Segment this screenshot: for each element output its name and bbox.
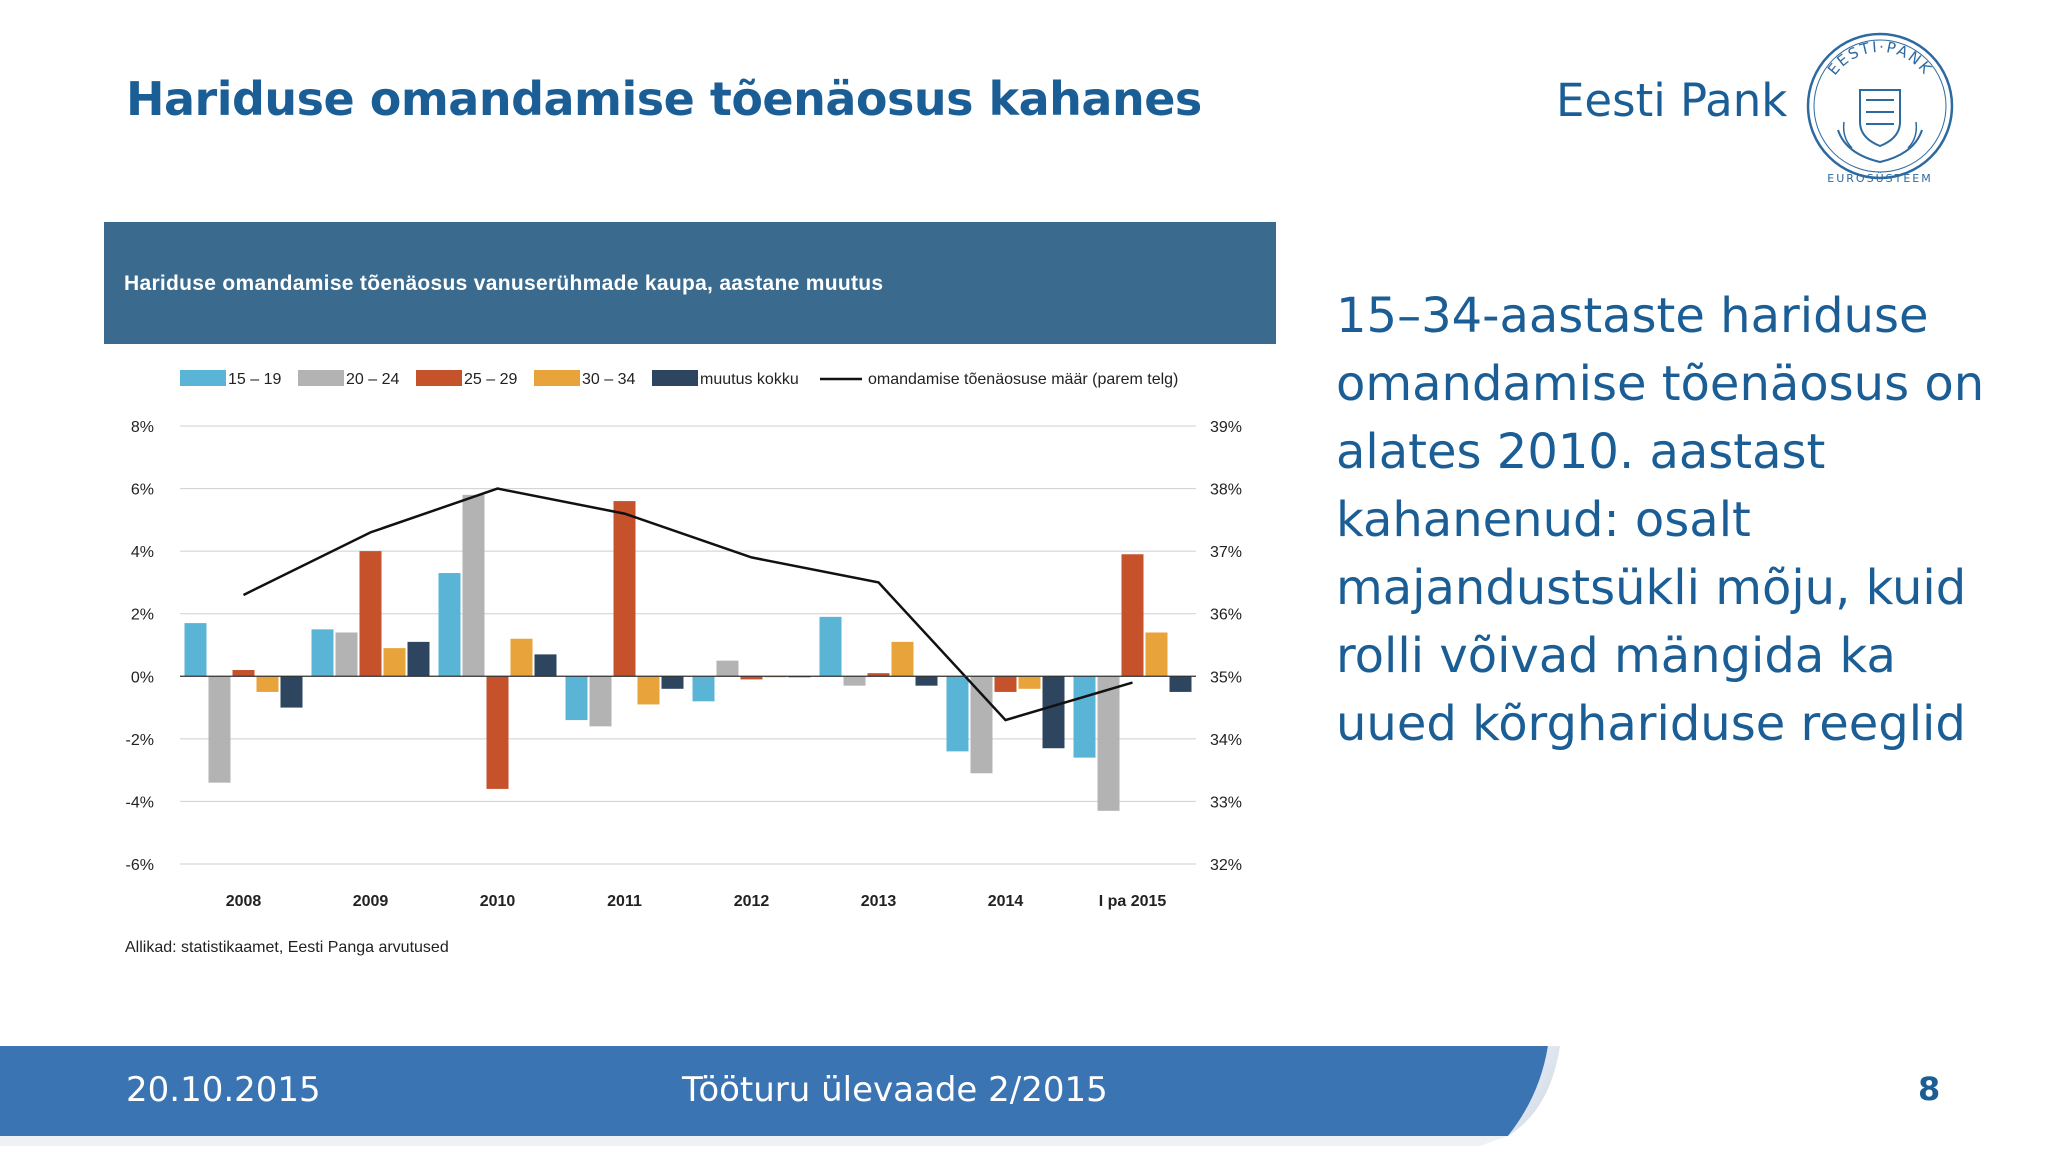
y-tick-label: 4% <box>131 544 154 561</box>
y-tick-label: 6% <box>131 482 154 499</box>
y2-tick-label: 36% <box>1210 607 1242 624</box>
bar <box>184 623 207 677</box>
chart-legend: 15 – 19 20 – 24 25 – 29 30 – 34 muutus kokku… <box>180 370 1178 388</box>
footer-bar <box>0 1046 2048 1152</box>
x-tick-label: 2012 <box>734 893 770 910</box>
bar <box>637 676 660 705</box>
legend-swatch <box>298 370 344 386</box>
x-tick-label: 2008 <box>226 893 262 910</box>
bar <box>486 676 509 789</box>
bar <box>915 676 938 686</box>
legend-swatch <box>652 370 698 386</box>
bar <box>407 641 430 677</box>
bar <box>534 654 557 677</box>
y-tick-label: 0% <box>131 669 154 686</box>
bar <box>867 673 890 677</box>
y2-tick-label: 35% <box>1210 669 1242 686</box>
bar <box>256 676 279 692</box>
bar <box>1042 676 1065 749</box>
y2-tick-label: 34% <box>1210 732 1242 749</box>
y2-tick-label: 32% <box>1210 857 1242 874</box>
bar <box>280 676 303 708</box>
bar <box>438 573 461 677</box>
seal-text: EESTI·PANK <box>1824 38 1934 79</box>
page-number: 8 <box>1918 1070 1941 1108</box>
footer-title: Tööturu ülevaade 2/2015 <box>682 1070 1108 1110</box>
y-tick-label: 2% <box>131 607 154 624</box>
bar <box>1121 554 1144 677</box>
bar <box>819 616 842 677</box>
bar <box>232 670 255 677</box>
bar <box>383 648 406 677</box>
y2-tick-label: 33% <box>1210 794 1242 811</box>
bar <box>946 676 969 752</box>
bar <box>970 676 993 774</box>
bar <box>1145 632 1168 677</box>
slide-title: Hariduse omandamise tõenäosus kahanes <box>126 72 1202 126</box>
line-series <box>242 487 1133 722</box>
brand-name: Eesti Pank <box>1556 74 1788 127</box>
y-tick-label: -2% <box>126 732 154 749</box>
x-tick-label: I pa 2015 <box>1099 893 1167 910</box>
chart-title: Hariduse omandamise tõenäosus vanuserühm… <box>124 272 884 295</box>
bar <box>589 676 612 727</box>
legend-label: 25 – 29 <box>464 371 517 388</box>
bar <box>462 494 485 677</box>
y-tick-label: -4% <box>126 794 154 811</box>
legend-swatch <box>534 370 580 386</box>
y-tick-label: -6% <box>126 857 154 874</box>
logo-subtitle: EUROSÜSTEEM <box>1827 172 1933 185</box>
y2-tick-label: 37% <box>1210 544 1242 561</box>
bar <box>843 676 866 686</box>
bar <box>740 676 763 680</box>
x-tick-label: 2011 <box>607 893 642 910</box>
bar <box>661 676 684 689</box>
chart-header: Hariduse omandamise tõenäosus vanuserühm… <box>104 222 1276 344</box>
chart-grid <box>180 425 1196 865</box>
legend-label: 20 – 24 <box>346 371 399 388</box>
legend-label: muutus kokku <box>700 371 799 388</box>
bar <box>1097 676 1120 811</box>
bar <box>994 676 1017 692</box>
chart-line <box>242 487 1133 722</box>
summary-text: 15–34-aastaste hariduse omandamise tõenä… <box>1336 288 1985 752</box>
bar <box>359 551 382 677</box>
bar <box>208 676 231 783</box>
chart-source: Allikad: statistikaamet, Eesti Panga arv… <box>125 939 449 956</box>
chart-bars <box>184 494 1192 811</box>
bar <box>565 676 588 721</box>
y2-tick-label: 39% <box>1210 419 1242 436</box>
footer-date: 20.10.2015 <box>126 1070 321 1110</box>
bar <box>335 632 358 677</box>
x-tick-label: 2014 <box>988 893 1024 910</box>
bar <box>613 501 636 677</box>
bar <box>891 641 914 677</box>
legend-swatch <box>416 370 462 386</box>
bar <box>510 638 533 677</box>
bar <box>1073 676 1096 758</box>
eesti-pank-seal-icon: EESTI·PANK <box>1806 32 1954 180</box>
bar-chart: 15 – 19 20 – 24 25 – 29 30 – 34 muutus kokku… <box>125 370 1242 956</box>
x-tick-label: 2010 <box>480 893 516 910</box>
svg-text:EESTI·PANK: EESTI·PANK <box>1824 38 1936 79</box>
bar <box>716 660 739 677</box>
legend-label: omandamise tõenäosuse määr (parem telg) <box>868 371 1178 388</box>
bar <box>311 629 334 677</box>
bar <box>1018 676 1041 689</box>
chart-axes: 8% 6% 4% 2% 0% -2% -4% -6% 39% 38% 37% 36% 35% 34% 33%… <box>126 419 1242 910</box>
x-tick-label: 2009 <box>353 893 389 910</box>
y-tick-label: 8% <box>131 419 154 436</box>
bar <box>692 676 715 702</box>
bar <box>1169 676 1192 692</box>
x-tick-label: 2013 <box>861 893 897 910</box>
legend-swatch <box>180 370 226 386</box>
legend-label: 15 – 19 <box>228 371 281 388</box>
y2-tick-label: 38% <box>1210 482 1242 499</box>
legend-label: 30 – 34 <box>582 371 635 388</box>
chart-area: 15 – 19 20 – 24 25 – 29 30 – 34 muutus kokku… <box>104 344 1276 980</box>
